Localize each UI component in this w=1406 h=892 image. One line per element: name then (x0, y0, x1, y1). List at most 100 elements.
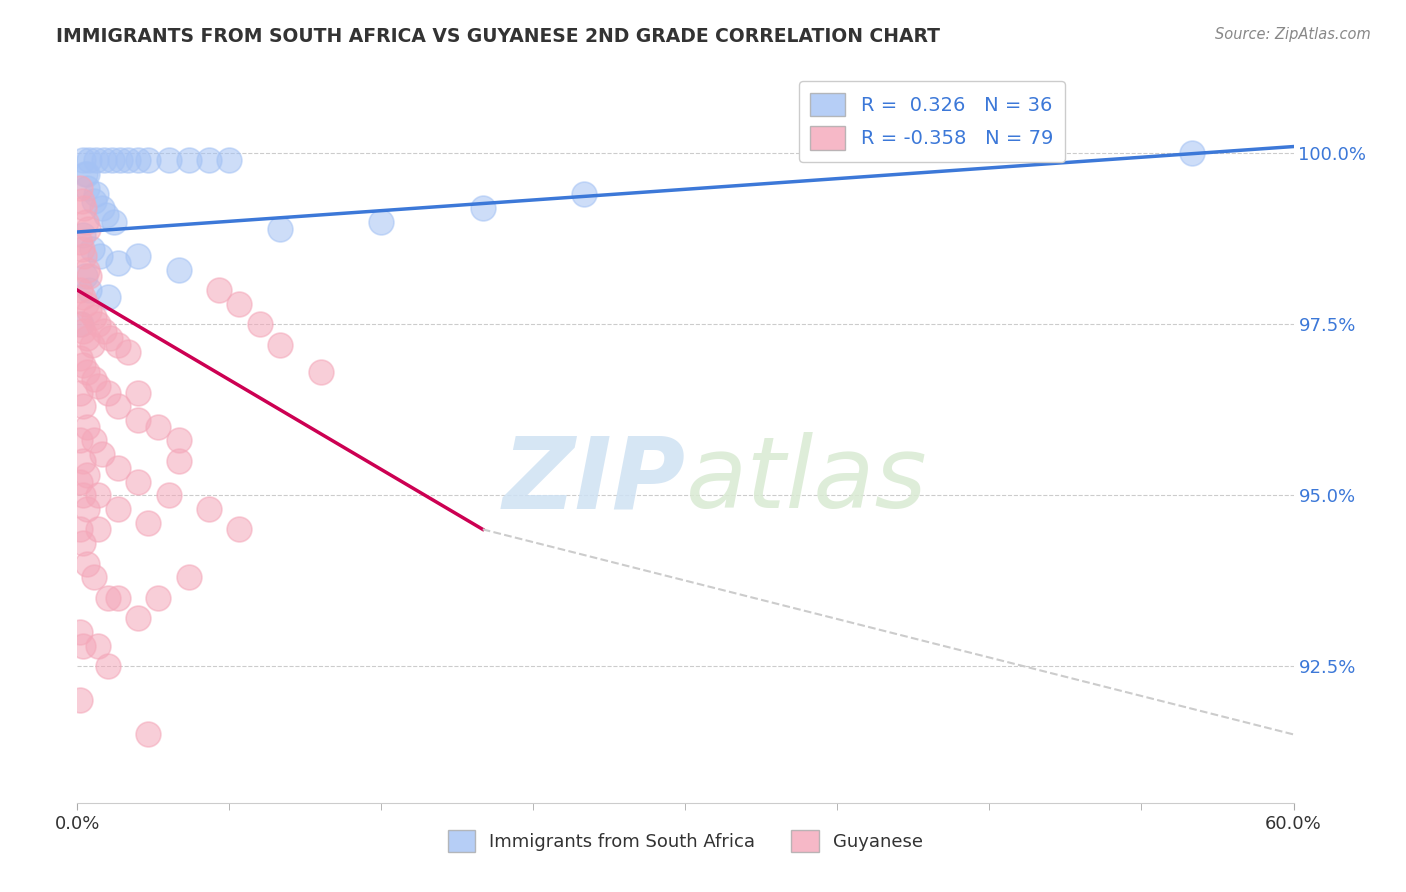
Point (127, 475, 149, 489)
Point (72, 324, 94, 338)
Point (83, 372, 105, 386)
Point (83, 194, 105, 209)
Text: atlas: atlas (686, 433, 927, 530)
Point (89, 249, 111, 263)
Point (79, 269, 101, 284)
Point (97, 385, 120, 400)
Text: ZIP: ZIP (502, 433, 686, 530)
Point (80, 338, 103, 352)
Point (90, 201, 112, 215)
Point (79, 153, 101, 168)
Point (69, 475, 91, 489)
Point (127, 413, 149, 427)
Point (471, 201, 494, 215)
Point (72, 153, 94, 168)
Point (97, 591, 120, 605)
Point (80, 242, 103, 256)
Point (72, 290, 94, 304)
Point (249, 318, 271, 332)
Point (136, 516, 159, 530)
Point (93, 153, 115, 168)
Point (167, 434, 190, 448)
Point (72, 488, 94, 502)
Point (269, 221, 291, 235)
Text: Source: ZipAtlas.com: Source: ZipAtlas.com (1215, 27, 1371, 42)
Point (76, 180, 98, 194)
Point (86, 379, 108, 393)
Point (157, 488, 180, 502)
Legend: Immigrants from South Africa, Guyanese: Immigrants from South Africa, Guyanese (440, 823, 931, 860)
Point (127, 153, 149, 168)
Point (72, 194, 94, 209)
Point (572, 187, 595, 202)
Point (73, 249, 96, 263)
Point (69, 318, 91, 332)
Point (198, 501, 221, 516)
Point (83, 570, 105, 584)
Point (72, 400, 94, 414)
Point (90, 447, 112, 461)
Point (97, 290, 120, 304)
Point (69, 351, 91, 366)
Point (76, 557, 98, 571)
Point (269, 338, 291, 352)
Point (1181, 146, 1204, 161)
Point (177, 153, 200, 168)
Point (177, 570, 200, 584)
Point (73, 201, 96, 215)
Point (198, 153, 221, 168)
Point (69, 235, 91, 250)
Point (86, 318, 108, 332)
Point (86, 639, 108, 653)
Point (76, 365, 98, 379)
Point (75, 269, 97, 284)
Point (79, 283, 101, 297)
Point (75, 215, 97, 229)
Point (75, 297, 97, 311)
Point (76, 262, 98, 277)
Point (72, 228, 94, 243)
Point (108, 153, 131, 168)
Point (228, 522, 250, 536)
Point (76, 467, 98, 482)
Point (127, 611, 149, 625)
Point (157, 153, 180, 168)
Point (107, 400, 129, 414)
Point (309, 365, 332, 379)
Point (136, 727, 159, 741)
Point (75, 167, 97, 181)
Text: IMMIGRANTS FROM SOUTH AFRICA VS GUYANESE 2ND GRADE CORRELATION CHART: IMMIGRANTS FROM SOUTH AFRICA VS GUYANESE… (56, 27, 941, 45)
Point (72, 454, 94, 468)
Point (107, 591, 129, 605)
Point (127, 385, 149, 400)
Point (70, 318, 93, 332)
Point (103, 215, 125, 229)
Point (94, 208, 117, 222)
Point (69, 180, 91, 194)
Point (69, 434, 91, 448)
Point (84, 187, 107, 202)
Point (72, 242, 94, 256)
Point (101, 153, 124, 168)
Point (69, 624, 91, 639)
Point (72, 359, 94, 373)
Point (148, 591, 170, 605)
Point (84, 153, 107, 168)
Point (107, 338, 129, 352)
Point (167, 262, 190, 277)
Point (107, 460, 129, 475)
Point (69, 693, 91, 707)
Point (370, 215, 392, 229)
Point (97, 659, 120, 673)
Point (228, 297, 250, 311)
Point (76, 501, 98, 516)
Point (72, 639, 94, 653)
Point (98, 331, 121, 345)
Point (218, 153, 240, 168)
Point (86, 522, 108, 536)
Point (79, 303, 101, 318)
Point (107, 256, 129, 270)
Point (86, 488, 108, 502)
Point (72, 536, 94, 550)
Point (69, 283, 91, 297)
